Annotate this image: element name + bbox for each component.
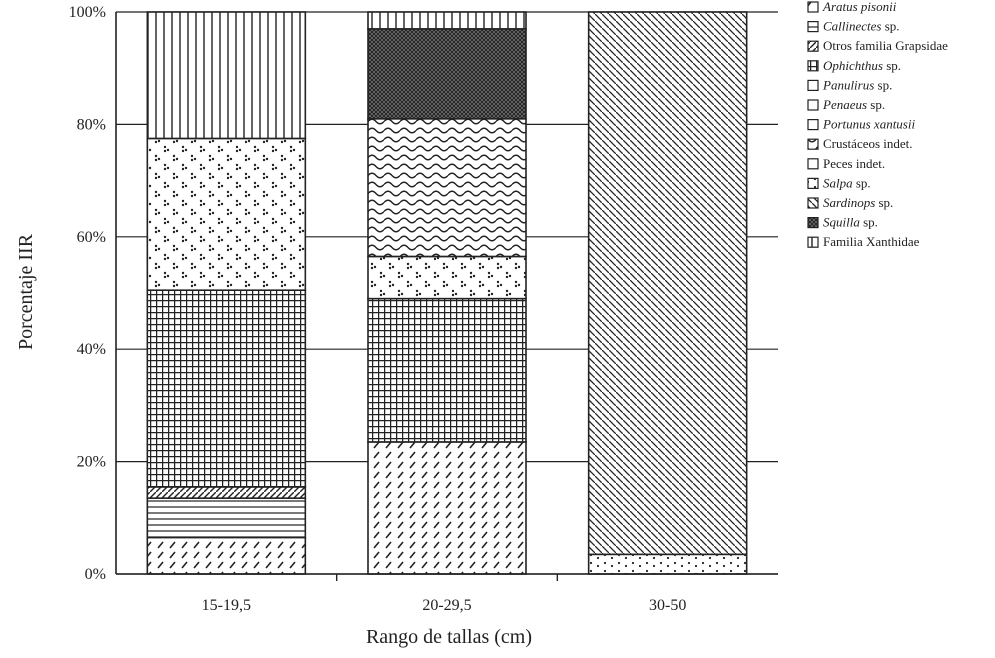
legend-label: Penaeus sp. (822, 97, 885, 112)
legend-label: Sardinops sp. (823, 195, 893, 210)
legend-swatch (807, 60, 819, 72)
bar-segment (146, 497, 307, 539)
bar-segment (587, 553, 748, 575)
legend-label: Portunus xantusii (822, 117, 915, 132)
x-axis-title: Rango de tallas (cm) (366, 626, 532, 648)
bar-segment (367, 255, 527, 300)
legend-swatch (807, 40, 819, 52)
y-tick-label: 0% (85, 566, 106, 583)
legend-swatch (807, 217, 819, 229)
legend-swatch (807, 99, 819, 111)
legend-swatch (807, 1, 819, 13)
legend-label: Panulirus sp. (822, 77, 892, 92)
legend-label: Callinectes sp. (823, 19, 900, 34)
legend-swatch (807, 138, 819, 150)
legend-label: Otros familia Grapsidae (823, 38, 948, 53)
legend-item: Panulirus sp. (807, 77, 892, 92)
y-axis-title: Porcentaje IIR (15, 233, 37, 350)
bar-segment (587, 11, 748, 556)
legend-swatch (807, 197, 819, 209)
bar-segment (367, 28, 527, 120)
legend-item: Peces indet. (807, 156, 885, 171)
bar-segment (146, 11, 307, 140)
y-tick-label: 60% (77, 229, 106, 246)
legend-swatch (807, 79, 819, 92)
bars (146, 11, 748, 575)
legend: Aratus pisonii Callinectes sp. Otros famil… (807, 0, 948, 249)
legend-swatch (807, 118, 819, 131)
legend-item: Otros familia Grapsidae (807, 38, 948, 53)
y-tick-label: 100% (69, 4, 106, 21)
legend-item: Callinectes sp. (807, 19, 900, 34)
legend-item: Sardinops sp. (807, 195, 893, 210)
legend-label: Peces indet. (823, 156, 885, 171)
legend-swatch (807, 177, 819, 189)
x-tick-label: 15-19,5 (202, 597, 251, 614)
legend-label: Crustáceos indet. (823, 136, 913, 151)
bar-segment (146, 486, 307, 499)
bar-segment (367, 297, 527, 443)
bar-segment (146, 137, 307, 291)
bar-segment (146, 536, 307, 575)
legend-label: Familia Xanthidae (823, 234, 920, 249)
y-tick-label: 80% (77, 116, 106, 133)
legend-label: Salpa sp. (823, 175, 871, 190)
legend-item: Crustáceos indet. (807, 136, 913, 151)
legend-label: Aratus pisonii (822, 0, 897, 14)
legend-swatch (807, 236, 819, 248)
legend-label: Ophichthus sp. (823, 58, 901, 73)
legend-item: Penaeus sp. (807, 97, 885, 112)
legend-item: Portunus xantusii (807, 117, 915, 132)
bar-segment (367, 117, 527, 258)
legend-item: Salpa sp. (807, 175, 871, 190)
axes: 0% 20% 40% 60% 80% 100% 15-19,5 20-29,5 30-50 (69, 4, 778, 614)
y-tick-label: 40% (77, 341, 106, 358)
legend-label: Squilla sp. (823, 215, 878, 230)
x-tick-label: 30-50 (649, 597, 686, 614)
legend-item: Aratus pisonii (807, 0, 897, 14)
y-tick-label: 20% (77, 454, 106, 471)
x-tick-label: 20-29,5 (422, 597, 471, 614)
bar-segment (367, 441, 527, 575)
legend-swatch (807, 21, 819, 33)
bar-segment (146, 289, 307, 488)
legend-item: Familia Xanthidae (807, 234, 920, 249)
legend-item: Ophichthus sp. (807, 58, 901, 73)
bar-segment (367, 11, 527, 30)
legend-item: Squilla sp. (807, 215, 878, 230)
legend-swatch (807, 158, 819, 170)
